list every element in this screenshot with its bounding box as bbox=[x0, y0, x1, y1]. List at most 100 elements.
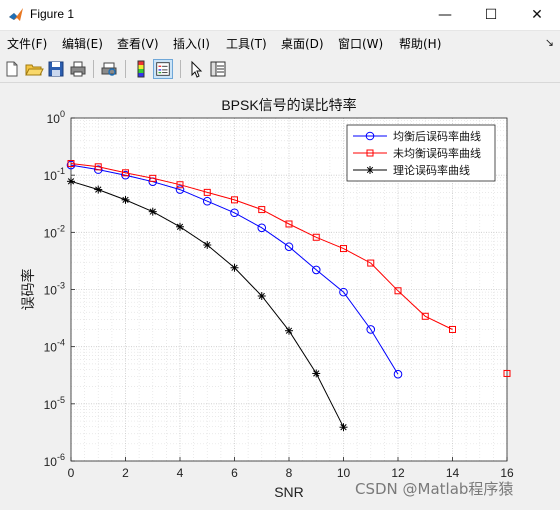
x-axis-label: SNR bbox=[274, 484, 304, 500]
toolbar-separator bbox=[125, 60, 126, 78]
property-inspector-icon[interactable] bbox=[208, 59, 228, 79]
colorbar-icon[interactable] bbox=[131, 59, 151, 79]
axes-box bbox=[70, 117, 508, 462]
x-tick-label: 6 bbox=[231, 466, 238, 480]
data-point bbox=[231, 196, 238, 204]
new-figure-icon[interactable] bbox=[2, 59, 22, 79]
data-point bbox=[366, 166, 374, 174]
x-tick-label: 16 bbox=[500, 466, 514, 480]
data-point bbox=[258, 206, 266, 214]
data-point bbox=[121, 170, 130, 180]
menu-window[interactable]: 窗口(W) bbox=[338, 37, 384, 51]
chart-title: BPSK信号的误比特率 bbox=[221, 97, 356, 113]
minimize-button[interactable]: — bbox=[422, 0, 468, 30]
data-point bbox=[449, 325, 456, 333]
data-point bbox=[67, 159, 75, 167]
data-point bbox=[176, 181, 184, 189]
minimize-icon: — bbox=[438, 7, 452, 23]
y-tick-label: 100 bbox=[47, 109, 65, 126]
y-tick-label: 10-1 bbox=[44, 166, 65, 183]
data-point bbox=[121, 195, 130, 204]
menu-desktop[interactable]: 桌面(D) bbox=[281, 37, 324, 51]
data-point bbox=[203, 241, 212, 250]
data-point bbox=[148, 207, 157, 216]
x-tick-label: 2 bbox=[122, 466, 129, 480]
data-point bbox=[257, 291, 266, 300]
menu-edit[interactable]: 编辑(E) bbox=[62, 37, 103, 51]
y-tick-label: 10-3 bbox=[44, 281, 65, 298]
menu-insert[interactable]: 插入(I) bbox=[173, 37, 210, 51]
data-point bbox=[203, 188, 211, 196]
save-icon[interactable] bbox=[46, 59, 66, 79]
data-point bbox=[285, 220, 293, 228]
print-icon[interactable] bbox=[68, 59, 88, 79]
menu-view[interactable]: 查看(V) bbox=[117, 37, 159, 51]
bpsk-ber-chart[interactable]: 0 2 4 6 8 10 12 14 16 100 10-1 10-2 10-3 10-4 10-5 10-6… bbox=[0, 83, 560, 506]
y-tick-label: 10-6 bbox=[44, 452, 65, 469]
legend-label: 理论误码率曲线 bbox=[393, 163, 470, 177]
open-file-icon[interactable] bbox=[24, 59, 44, 79]
figure-toolbar bbox=[0, 56, 560, 83]
menu-overflow-arrow-icon[interactable]: ↘ bbox=[544, 36, 554, 49]
window-title: Figure 1 bbox=[30, 7, 75, 21]
data-point bbox=[257, 223, 267, 233]
y-axis-label: 误码率 bbox=[20, 269, 36, 311]
data-point bbox=[94, 163, 102, 171]
menu-bar: 文件(F) 编辑(E) 查看(V) 插入(I) 工具(T) 桌面(D) 窗口(W… bbox=[0, 31, 560, 55]
legend-button[interactable] bbox=[153, 59, 173, 79]
data-point bbox=[202, 196, 212, 206]
data-point bbox=[285, 326, 293, 335]
close-icon: ✕ bbox=[531, 7, 543, 23]
x-tick-label: 12 bbox=[391, 466, 405, 480]
data-point bbox=[66, 160, 76, 170]
data-point bbox=[421, 312, 429, 320]
figure-canvas: 0 2 4 6 8 10 12 14 16 100 10-1 10-2 10-3 10-4 10-5 10-6… bbox=[0, 83, 560, 506]
maximize-icon: ☐ bbox=[484, 7, 498, 23]
x-tick-label: 0 bbox=[68, 466, 75, 480]
data-point bbox=[122, 169, 129, 177]
data-point bbox=[284, 242, 294, 252]
series-line-1 bbox=[70, 164, 399, 375]
toolbar-separator bbox=[93, 60, 94, 78]
data-point bbox=[176, 222, 184, 231]
y-tick-label: 10-4 bbox=[44, 338, 65, 355]
x-tick-label: 4 bbox=[177, 466, 184, 480]
menu-tools[interactable]: 工具(T) bbox=[226, 37, 267, 51]
y-tick-label: 10-5 bbox=[44, 395, 65, 412]
data-point bbox=[393, 369, 403, 379]
data-point bbox=[230, 208, 239, 218]
print-preview-icon[interactable] bbox=[99, 59, 119, 79]
data-point bbox=[149, 174, 157, 182]
menu-file[interactable]: 文件(F) bbox=[7, 37, 48, 51]
data-point bbox=[339, 423, 348, 432]
data-point bbox=[311, 265, 321, 275]
menu-help[interactable]: 帮助(H) bbox=[399, 37, 442, 51]
data-point bbox=[366, 325, 376, 334]
data-point bbox=[67, 177, 75, 186]
series-line-2 bbox=[70, 163, 453, 330]
data-point bbox=[503, 369, 511, 377]
window-titlebar: Figure 1 — ☐ ✕ bbox=[0, 0, 560, 31]
data-point bbox=[394, 287, 402, 295]
x-tick-label: 14 bbox=[446, 466, 460, 480]
data-point bbox=[312, 369, 321, 378]
maximize-button[interactable]: ☐ bbox=[468, 0, 514, 30]
close-button[interactable]: ✕ bbox=[514, 0, 560, 30]
data-point bbox=[230, 263, 239, 272]
y-tick-label: 10-2 bbox=[44, 223, 65, 240]
data-point bbox=[312, 233, 320, 241]
data-point bbox=[93, 165, 103, 174]
data-point bbox=[175, 185, 185, 194]
data-point bbox=[366, 149, 374, 157]
toolbar-separator bbox=[180, 60, 181, 78]
legend-label: 均衡后误码率曲线 bbox=[393, 129, 481, 143]
x-tick-label: 10 bbox=[337, 466, 351, 480]
data-point bbox=[340, 245, 347, 253]
x-tick-label: 8 bbox=[286, 466, 293, 480]
matlab-logo-icon bbox=[9, 8, 23, 21]
data-point bbox=[365, 131, 375, 141]
pointer-icon[interactable] bbox=[186, 59, 206, 79]
legend-label: 未均衡误码率曲线 bbox=[393, 146, 481, 160]
data-point bbox=[367, 259, 375, 267]
watermark: CSDN @Matlab程序猿 bbox=[355, 480, 514, 498]
